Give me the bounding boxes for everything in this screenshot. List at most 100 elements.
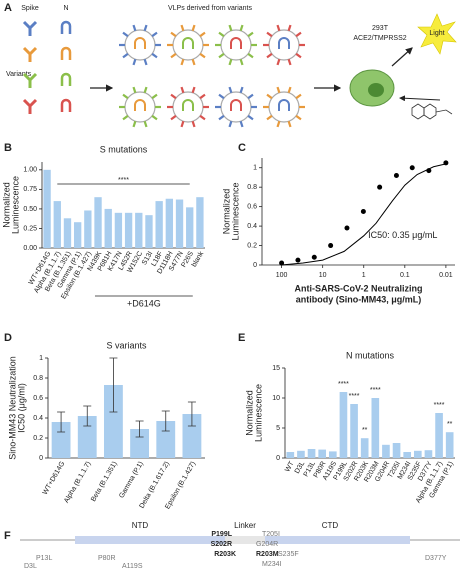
mutation-label: R203K: [214, 551, 236, 558]
y-tick-label: 0.8: [247, 184, 257, 191]
bar: [360, 438, 369, 458]
y-tick-label: 0.6: [33, 395, 43, 402]
n-icon: [60, 20, 72, 34]
x-tick-label: Alpha (B.1.1.7): [63, 460, 92, 504]
chart-title: N mutations: [346, 350, 395, 360]
significance: **: [362, 427, 368, 434]
vlp-spike: [191, 120, 196, 128]
y-tick-label: 15: [272, 365, 280, 372]
data-point: [311, 254, 317, 260]
significance: **: [447, 421, 453, 428]
y-axis-label: Normalized: [221, 189, 231, 235]
y-axis-label: IC50 (μg/ml): [16, 383, 26, 433]
y-tick-label: 0.75: [23, 186, 37, 193]
bar: [286, 452, 295, 458]
x-tick-label: 1: [362, 272, 366, 279]
vlp-spike: [143, 24, 148, 32]
light-burst: [417, 13, 457, 55]
y-tick-label: 1: [39, 355, 43, 362]
x-axis-label: antibody (Sino-MM43, μg/mL): [296, 294, 422, 304]
data-point: [426, 168, 432, 174]
vlp-spike: [266, 31, 273, 38]
vlp-spike: [180, 120, 185, 128]
label: VLPs derived from variants: [168, 5, 253, 12]
vlp-n: [182, 37, 194, 49]
vlp-spike: [247, 93, 254, 100]
bar: [43, 169, 51, 248]
y-axis-label: Luminescence: [10, 176, 20, 234]
bar: [175, 199, 184, 248]
bar: [339, 392, 348, 458]
vlp-spike: [228, 120, 233, 128]
vlp-spike: [132, 58, 137, 66]
bar: [328, 451, 337, 458]
vlp: [172, 29, 204, 61]
y-tick-label: 0.2: [33, 435, 43, 442]
vlp-spike: [287, 120, 292, 128]
data-point: [409, 165, 415, 171]
vlp: [220, 29, 252, 61]
data-point: [295, 257, 301, 263]
y-axis-label: Luminescence: [230, 182, 240, 240]
data-point: [393, 173, 399, 179]
bar: [103, 385, 123, 458]
vlp-n: [278, 37, 290, 49]
n-icon: [60, 72, 72, 86]
mutation-label: R203M: [256, 551, 279, 558]
y-tick-label: 10: [272, 395, 280, 402]
vlp-n: [230, 99, 242, 111]
bar: [130, 429, 150, 458]
bar: [186, 207, 194, 248]
spike-icon: [22, 20, 38, 36]
y-tick-label: 0.4: [33, 415, 43, 422]
y-tick-label: 0.8: [33, 375, 43, 382]
panel-letter: B: [4, 142, 12, 154]
vlp-spike: [239, 86, 244, 94]
spike-icon: [22, 72, 38, 88]
nucleus: [368, 83, 384, 97]
y-tick-label: 0: [253, 262, 257, 269]
vlp-spike: [266, 93, 273, 100]
x-tick-label: Gamma (P.1): [118, 460, 145, 499]
vlp-spike: [287, 58, 292, 66]
bar: [424, 450, 433, 458]
bar: [413, 450, 422, 458]
vlp-n: [134, 37, 146, 49]
mutation-label: A119S: [122, 563, 143, 570]
y-tick-label: 1.00: [23, 167, 37, 174]
bar: [63, 218, 72, 248]
vlp-spike: [170, 52, 177, 59]
bar: [196, 197, 204, 248]
bar: [77, 416, 97, 458]
spike-icon: [22, 98, 38, 114]
vlp: [268, 29, 300, 61]
vlp: [124, 29, 156, 61]
vlp-spike: [143, 58, 148, 66]
vlp-spike: [170, 31, 177, 38]
mutation-label: S235F: [278, 551, 299, 558]
panel-letter: E: [238, 332, 245, 344]
y-tick-label: 0.6: [247, 203, 257, 210]
bar: [392, 443, 401, 458]
data-point: [377, 184, 383, 190]
bar: [51, 422, 71, 458]
panel-letter: A: [4, 2, 12, 14]
mutation-label: P80R: [98, 555, 116, 562]
vlp-spike: [151, 52, 158, 59]
n-icon: [60, 98, 72, 112]
vlp-spike: [266, 114, 273, 121]
vlp-spike: [239, 120, 244, 128]
mutation-label: D377Y: [425, 555, 447, 562]
mutation-label: T205I: [262, 531, 280, 538]
vlp-spike: [143, 86, 148, 94]
significance: ****: [434, 402, 445, 409]
vlp-spike: [199, 31, 206, 38]
bar: [104, 208, 112, 248]
vlp-spike: [122, 93, 129, 100]
vlp-spike: [247, 52, 254, 59]
bar: [445, 432, 454, 458]
data-point: [360, 209, 366, 214]
significance: ****: [349, 393, 360, 400]
bar: [382, 444, 390, 458]
bar: [297, 450, 305, 458]
